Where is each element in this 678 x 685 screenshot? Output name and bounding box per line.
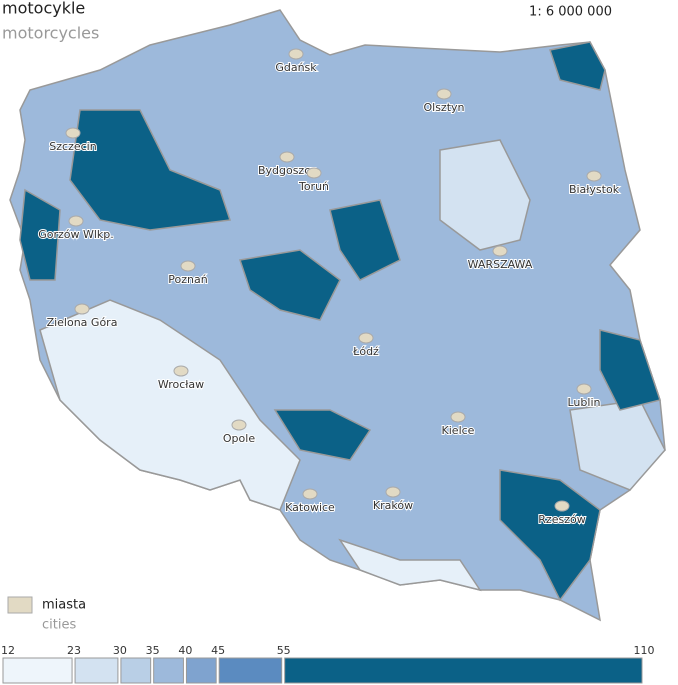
region-dark (549, 41, 606, 91)
region-dark (19, 188, 61, 281)
bin-label: 23 (67, 644, 81, 657)
city-name: Łódź (352, 345, 379, 358)
region-light (439, 139, 531, 251)
region-dark (499, 469, 601, 602)
city-name: Bydgoszcz (258, 164, 316, 177)
region-light (39, 299, 301, 511)
bin-label: 12 (1, 644, 15, 657)
city-area (65, 127, 81, 139)
city-name: Kielce (442, 424, 475, 437)
city-area (436, 88, 452, 100)
city-area (358, 332, 374, 344)
city-area (306, 167, 322, 179)
title: motocykle (2, 0, 85, 18)
city-area (74, 303, 90, 315)
city-name: Szczecin (49, 140, 96, 153)
bin-label: 40 (178, 644, 192, 657)
country (9, 9, 666, 622)
city-name: Zielona Góra (47, 316, 118, 329)
bin-box (284, 657, 643, 684)
city-area (385, 486, 401, 498)
legend: 12 23 30 35 40 45 55 110 (1, 644, 655, 684)
city-area (68, 215, 84, 227)
city-area (173, 365, 189, 377)
city-area (288, 48, 304, 60)
city-name: Opole (223, 432, 255, 445)
city-name: WARSZAWA (468, 258, 533, 271)
bin-label: 30 (113, 644, 127, 657)
city-area (180, 260, 196, 272)
city-area (554, 500, 570, 512)
city-name: Kraków (373, 499, 413, 512)
city-area (231, 419, 247, 431)
city-name: Gorzów Wlkp. (38, 228, 114, 241)
subtitle: motorcycles (2, 24, 99, 43)
city-name: Katowice (285, 501, 335, 514)
bin-box (218, 657, 283, 684)
bin-label: 35 (146, 644, 160, 657)
city-label: miasta (42, 598, 86, 613)
city-name: Poznań (168, 273, 207, 286)
city-name: Wrocław (158, 378, 204, 391)
region-dark (239, 249, 341, 321)
bin-label: 110 (634, 644, 655, 657)
city-name: Gdańsk (275, 61, 317, 74)
region-dark (329, 199, 401, 281)
city-name: Białystok (569, 183, 620, 196)
city-area (279, 151, 295, 163)
bin-label: 55 (277, 644, 291, 657)
city-area (302, 488, 318, 500)
city-name: Lublin (568, 396, 601, 409)
cities: Gdańsk Olsztyn Szczecin Bydgoszcz Toruń Biały… (37, 48, 621, 527)
bin-label: 45 (211, 644, 225, 657)
region-dark (69, 109, 232, 231)
city-name: Rzeszów (538, 513, 585, 526)
city-area (492, 245, 508, 257)
city-swatch (7, 596, 33, 614)
city-area (586, 170, 602, 182)
region-dark (273, 409, 372, 461)
bin-box (153, 657, 184, 684)
region-light (338, 538, 482, 592)
bin-box (74, 657, 119, 684)
bin-box (120, 657, 152, 684)
region-dark (599, 329, 661, 411)
scale: 1: 6 000 000 (529, 5, 612, 20)
bin-box (185, 657, 217, 684)
city-label-en: cities (42, 618, 76, 633)
city-name: Toruń (298, 180, 329, 193)
city-name: Olsztyn (423, 101, 464, 114)
city-area (576, 383, 592, 395)
bin-box (2, 657, 73, 684)
city-area (450, 411, 466, 423)
